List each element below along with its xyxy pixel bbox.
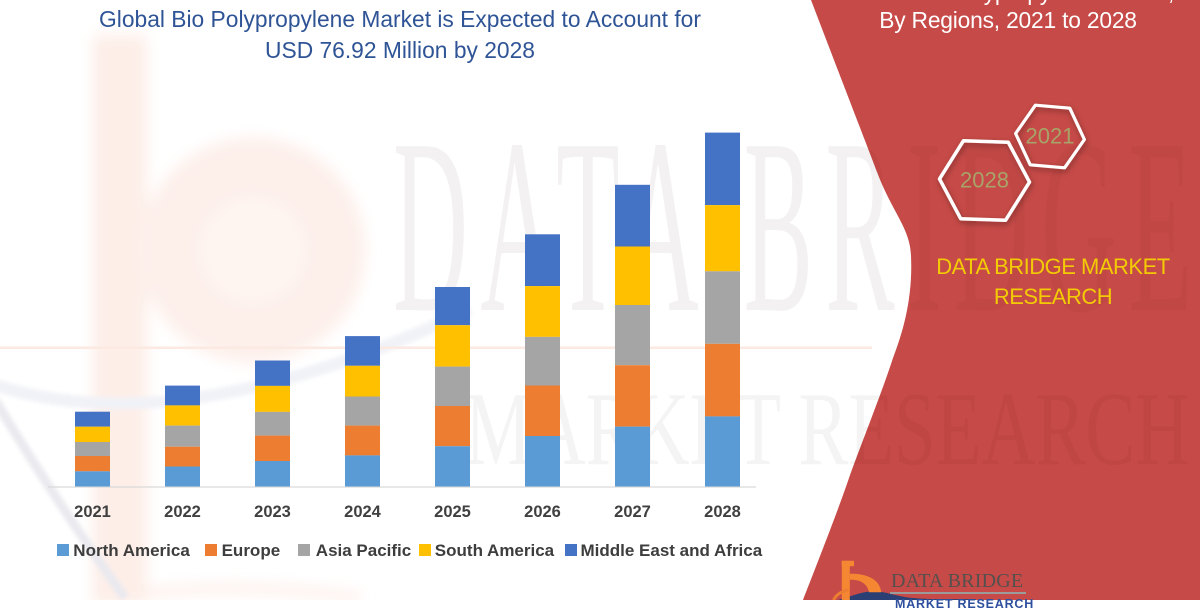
svg-text:2021: 2021 [1026,124,1075,149]
svg-text:2028: 2028 [960,168,1009,193]
